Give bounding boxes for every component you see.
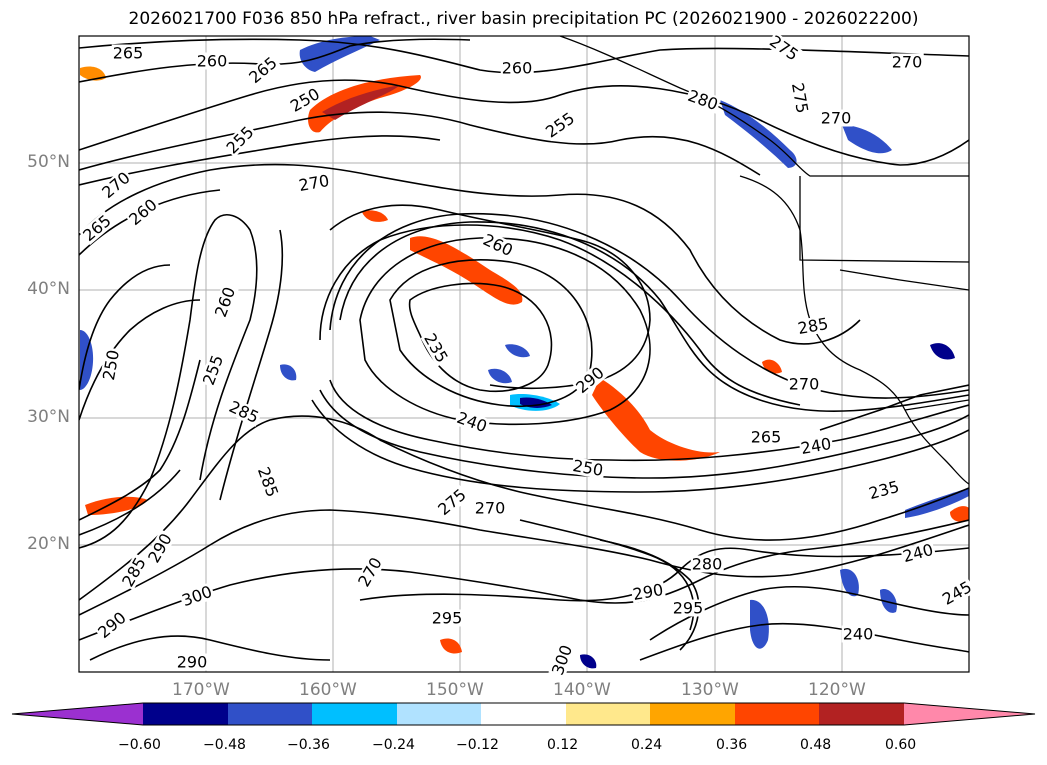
precip-positive-region [80,66,106,81]
colorbar-bin [312,703,397,725]
precip-negative-region [905,488,969,518]
contour-label: 265 [749,427,783,447]
contour-label: 260 [195,51,229,71]
colorbar-bin [228,703,312,725]
lon-label-120w: 120°W [808,680,866,700]
contour-label: 270 [473,498,507,518]
precip-negative-region [720,100,797,168]
colorbar-bin [650,703,735,725]
precip-positive-region [410,236,523,305]
contour-label: 260 [500,58,534,78]
contour-label: 270 [787,374,821,394]
precip-negative-region [930,343,955,360]
contour-label: 270 [819,108,853,128]
lon-label-150w: 150°W [426,680,484,700]
precip-pc-shading [80,36,969,669]
refractivity-contours [79,38,969,661]
colorbar-bin [819,703,904,725]
colorbar [11,702,1036,726]
precip-negative-region [80,330,94,390]
colorbar-bin [481,703,566,725]
lon-label-140w: 140°W [553,680,611,700]
lat-label-40n: 40°N [27,279,70,299]
map-frame [78,35,970,673]
precip-positive-region [950,506,969,522]
precip-negative-region [505,344,530,358]
precip-positive-region [322,85,400,120]
colorbar-tick: −0.36 [287,737,330,753]
lon-label-160w: 160°W [299,680,357,700]
precip-negative-region [880,589,897,613]
contour-label: 295 [430,608,464,628]
colorbar-bin [735,703,819,725]
colorbar-tick: −0.48 [203,737,246,753]
colorbar-extend-max [904,703,1035,725]
map-title: 2026021700 F036 850 hPa refract., river … [128,9,919,29]
colorbar-extend-min [12,703,143,725]
contour-label: 265 [111,43,145,63]
precip-negative-region [280,364,297,381]
colorbar-tick: −0.24 [372,737,415,753]
lat-label-20n: 20°N [27,534,70,554]
contour-label: 280 [690,554,724,574]
precip-negative-region [842,125,892,154]
colorbar-tick: 0.48 [800,737,832,753]
precip-positive-region [362,210,388,222]
lat-label-30n: 30°N [27,407,70,427]
precip-positive-region [440,638,462,654]
lon-label-130w: 130°W [681,680,739,700]
lon-label-170w: 170°W [172,680,230,700]
precip-positive-region [85,496,148,515]
precip-negative-region [580,654,597,669]
colorbar-tick: 0.60 [885,737,917,753]
contour-label: 290 [175,652,209,672]
colorbar-bin [397,703,481,725]
lat-label-50n: 50°N [27,152,70,172]
colorbar-tick: −0.12 [456,737,499,753]
colorbar-tick: 0.24 [631,737,663,753]
contour-label: 295 [671,598,705,618]
colorbar-tick: 0.12 [547,737,579,753]
precip-negative-region [840,568,859,597]
contour-label: 240 [841,624,875,644]
precip-negative-region [488,368,512,384]
colorbar-bin [566,703,650,725]
colorbar-bin [143,703,228,725]
colorbar-tick: 0.36 [716,737,748,753]
colorbar-tick: −0.60 [118,737,161,753]
contour-label: 270 [890,52,924,72]
precip-positive-region [592,378,720,461]
